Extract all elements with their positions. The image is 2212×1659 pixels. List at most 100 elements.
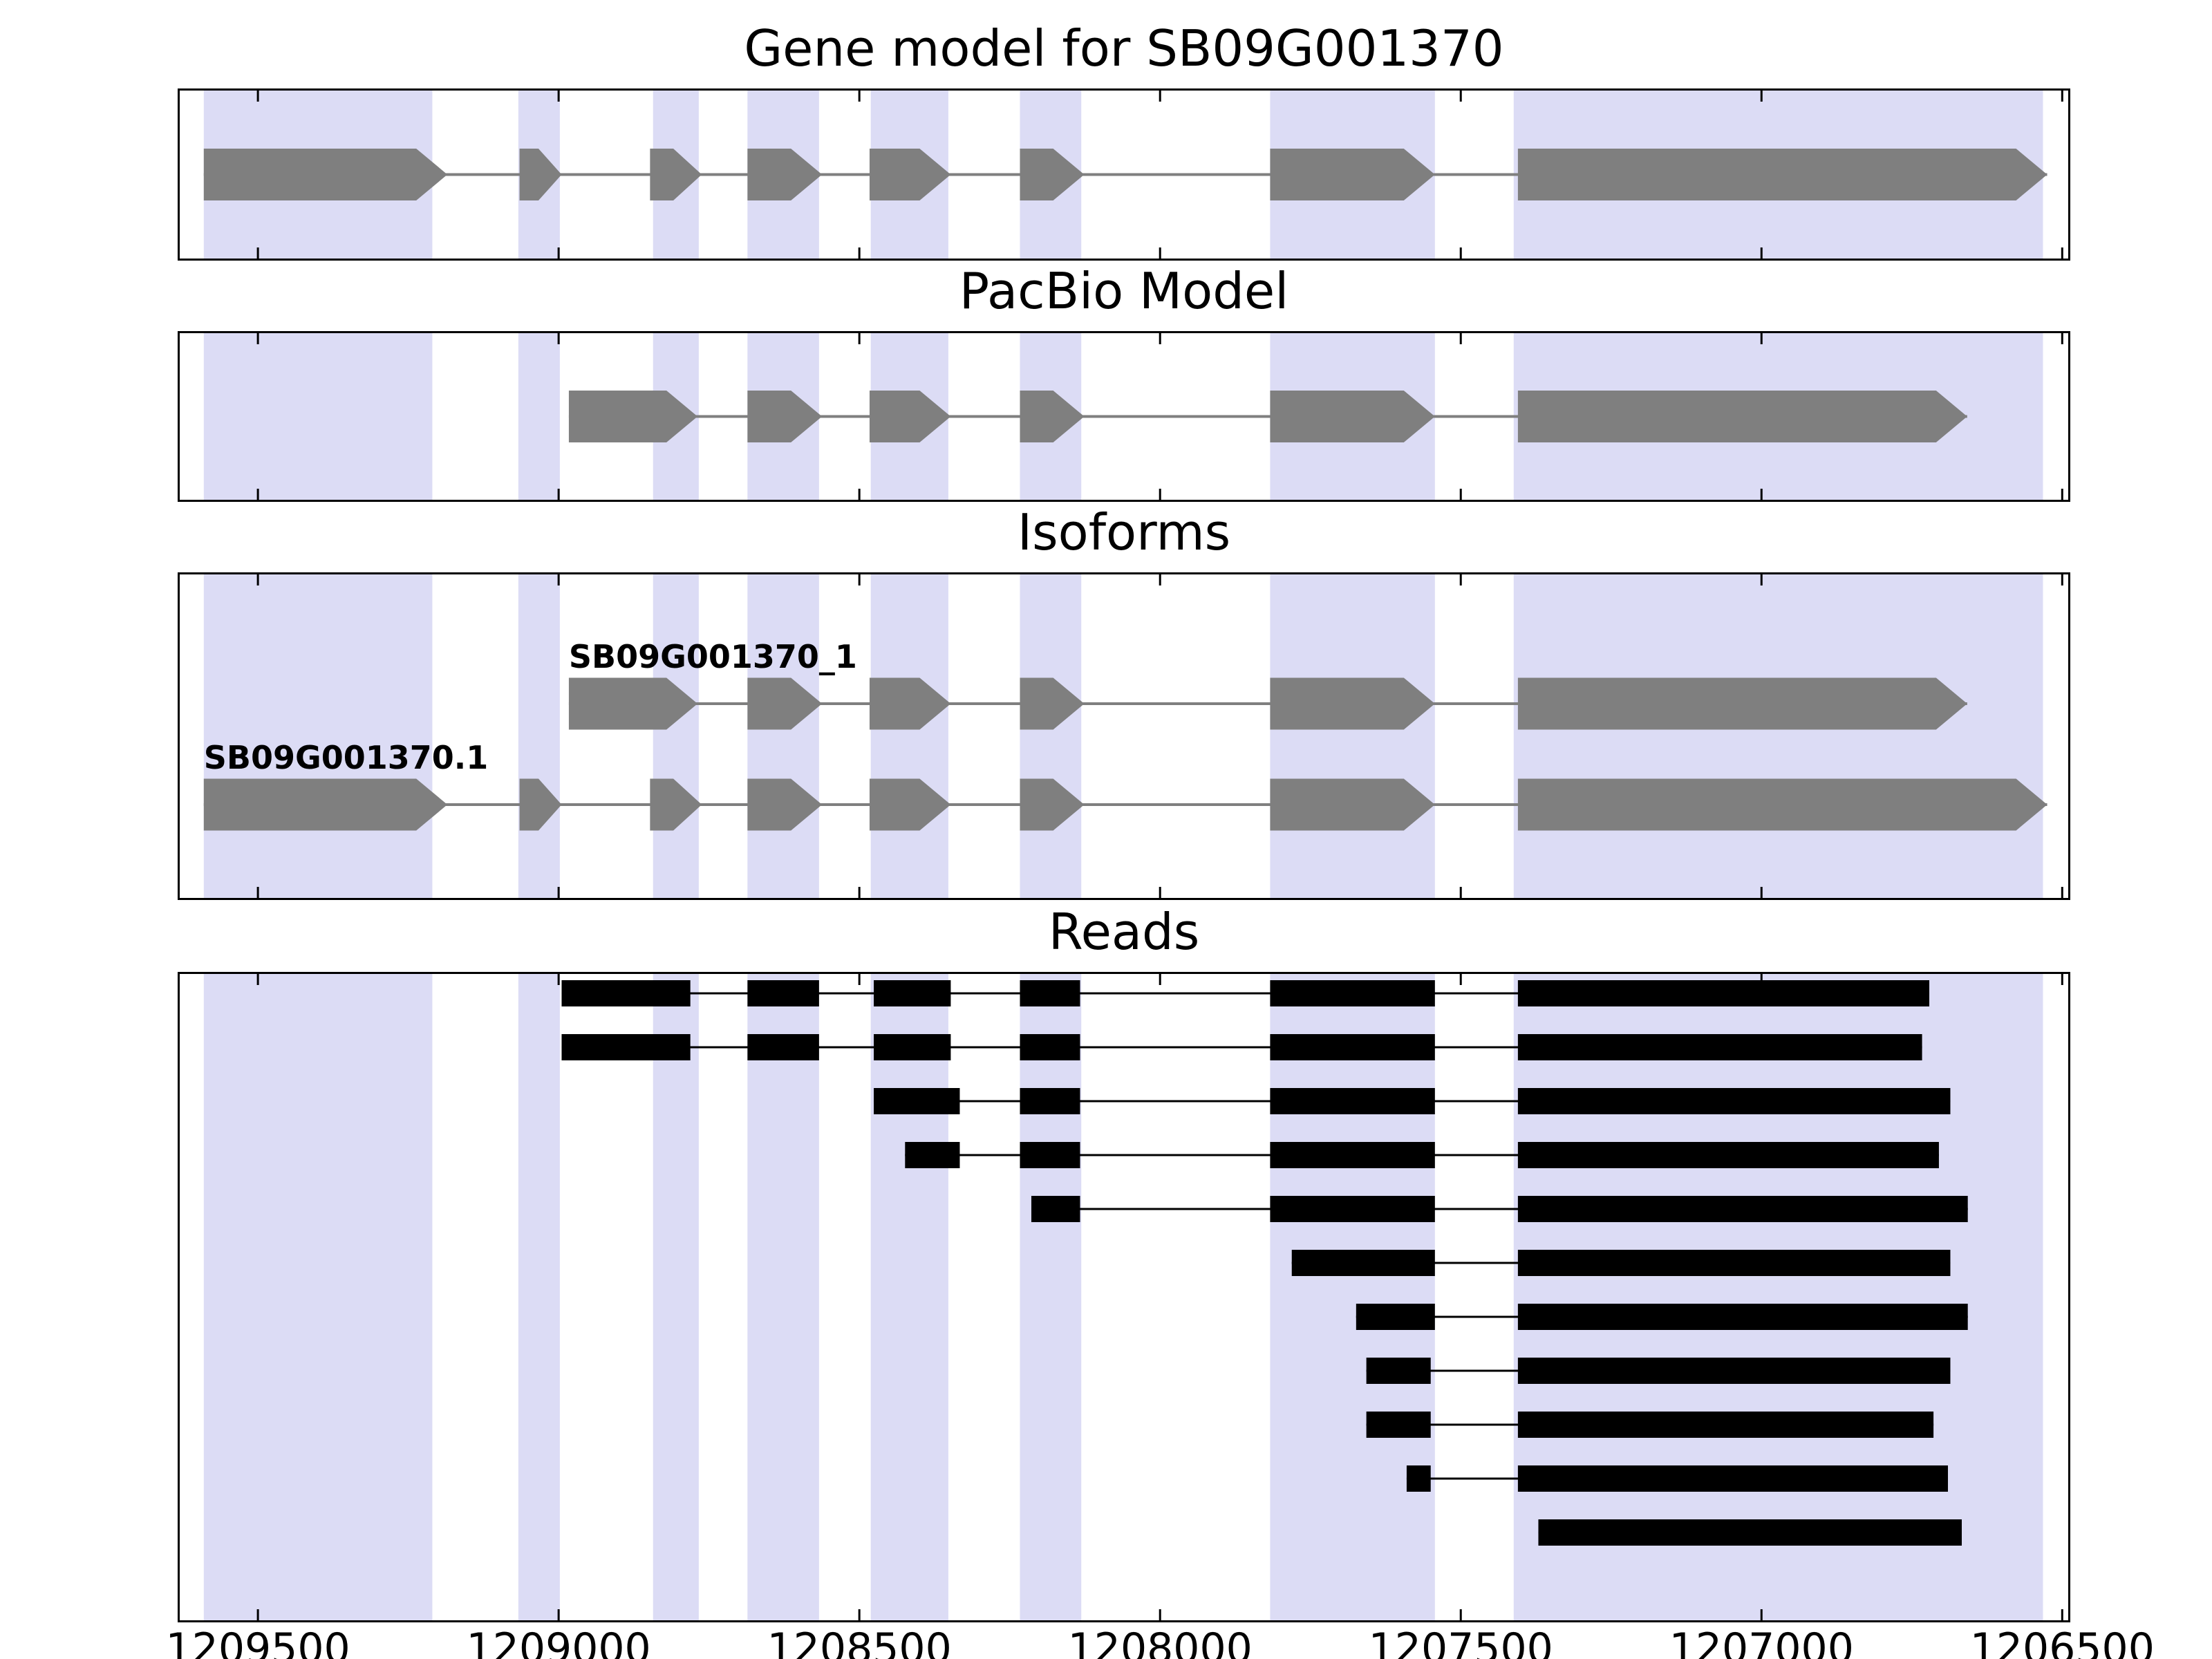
reads-plot xyxy=(203,974,2063,1620)
exon-arrow xyxy=(1517,149,2047,200)
read-block xyxy=(1031,1196,1080,1222)
read-block xyxy=(1356,1304,1435,1330)
read-block xyxy=(1517,1142,1939,1168)
exon-band xyxy=(870,974,948,1620)
panel-title-gene-model: Gene model for SB09G001370 xyxy=(744,19,1504,77)
exon-arrow xyxy=(1270,677,1435,730)
exon-arrow xyxy=(747,778,823,831)
exon-arrow xyxy=(869,149,951,200)
exon-arrow xyxy=(1517,677,1967,730)
read-block xyxy=(1517,1250,1951,1276)
exon-arrow xyxy=(1517,778,2047,831)
exon-band xyxy=(1513,974,2043,1620)
exon-arrow xyxy=(1020,677,1085,730)
read-block xyxy=(905,1142,960,1168)
exon-arrow xyxy=(650,149,702,200)
exon-arrow xyxy=(1020,778,1085,831)
exon-arrow xyxy=(568,677,698,730)
exon-band xyxy=(1270,574,1435,898)
exon-arrow xyxy=(519,778,562,831)
read-block xyxy=(1517,1465,1948,1492)
exon-arrow xyxy=(568,391,698,442)
panel-isoforms: SB09G001370_1 SB09G001370.1 xyxy=(178,572,2070,900)
read-block xyxy=(1517,1304,1968,1330)
read-block xyxy=(1517,1088,1951,1114)
read-block xyxy=(1291,1250,1435,1276)
read-block xyxy=(874,1034,951,1060)
read-block xyxy=(874,1088,960,1114)
read-block xyxy=(1270,1196,1435,1222)
gene-model-plot xyxy=(203,91,2063,259)
exon-band xyxy=(518,333,560,500)
read-block xyxy=(1020,980,1080,1006)
read-block xyxy=(1270,1088,1435,1114)
panel-reads xyxy=(178,972,2070,1622)
exon-band xyxy=(653,974,699,1620)
exon-band xyxy=(203,333,433,500)
x-tick-label: 1208500 xyxy=(767,1624,952,1659)
exon-band xyxy=(870,574,948,898)
exon-arrow xyxy=(650,778,702,831)
exon-arrow xyxy=(203,778,448,831)
exon-arrow xyxy=(869,391,951,442)
x-tick-label: 1207500 xyxy=(1368,1624,1553,1659)
read-block xyxy=(1020,1034,1080,1060)
exon-arrow xyxy=(1517,391,1967,442)
exon-band xyxy=(653,574,699,898)
read-block xyxy=(1517,980,1930,1006)
panel-title-isoforms: Isoforms xyxy=(1017,503,1231,561)
x-tick-label: 1209500 xyxy=(165,1624,350,1659)
x-tick-label: 1208000 xyxy=(1067,1624,1253,1659)
exon-arrow xyxy=(1020,149,1085,200)
isoforms-plot: SB09G001370_1 SB09G001370.1 xyxy=(203,574,2063,898)
read-block xyxy=(561,980,691,1006)
read-block xyxy=(1406,1465,1431,1492)
exon-arrow xyxy=(747,149,823,200)
read-block xyxy=(1270,1034,1435,1060)
exon-arrow xyxy=(1270,149,1435,200)
exon-arrow xyxy=(1020,391,1085,442)
read-block xyxy=(1517,1196,1968,1222)
pacbio-model-plot xyxy=(203,333,2063,500)
exon-arrow xyxy=(203,149,448,200)
read-block xyxy=(747,980,819,1006)
panel-gene-model xyxy=(178,88,2070,261)
exon-band xyxy=(203,574,433,898)
x-tick-label: 1209000 xyxy=(466,1624,651,1659)
exon-band xyxy=(1270,974,1435,1620)
isoform-label: SB09G001370.1 xyxy=(204,739,488,776)
x-tick-label: 1206500 xyxy=(1969,1624,2155,1659)
read-block xyxy=(1517,1412,1934,1438)
exon-arrow xyxy=(1270,391,1435,442)
exon-arrow xyxy=(1270,778,1435,831)
read-block xyxy=(1366,1358,1431,1384)
exon-band xyxy=(1020,974,1082,1620)
exon-band xyxy=(1020,574,1082,898)
isoform-label: SB09G001370_1 xyxy=(569,638,857,675)
read-block xyxy=(1517,1358,1951,1384)
exon-arrow xyxy=(869,778,951,831)
read-block xyxy=(1366,1412,1431,1438)
read-block xyxy=(1020,1142,1080,1168)
exon-band xyxy=(518,574,560,898)
exon-band xyxy=(747,574,819,898)
exon-band xyxy=(203,974,433,1620)
exon-arrow xyxy=(869,677,951,730)
exon-band xyxy=(747,974,819,1620)
read-block xyxy=(1020,1088,1080,1114)
read-block xyxy=(1517,1034,1922,1060)
read-block xyxy=(1538,1519,1962,1546)
exon-band xyxy=(518,974,560,1620)
x-tick-label: 1207000 xyxy=(1669,1624,1854,1659)
read-block xyxy=(747,1034,819,1060)
exon-arrow xyxy=(747,391,823,442)
panel-pacbio-model xyxy=(178,331,2070,502)
panel-title-pacbio-model: PacBio Model xyxy=(959,262,1289,320)
read-block xyxy=(561,1034,691,1060)
read-block xyxy=(1270,980,1435,1006)
exon-arrow xyxy=(519,149,562,200)
read-block xyxy=(874,980,951,1006)
exon-arrow xyxy=(747,677,823,730)
panel-title-reads: Reads xyxy=(1048,903,1200,961)
